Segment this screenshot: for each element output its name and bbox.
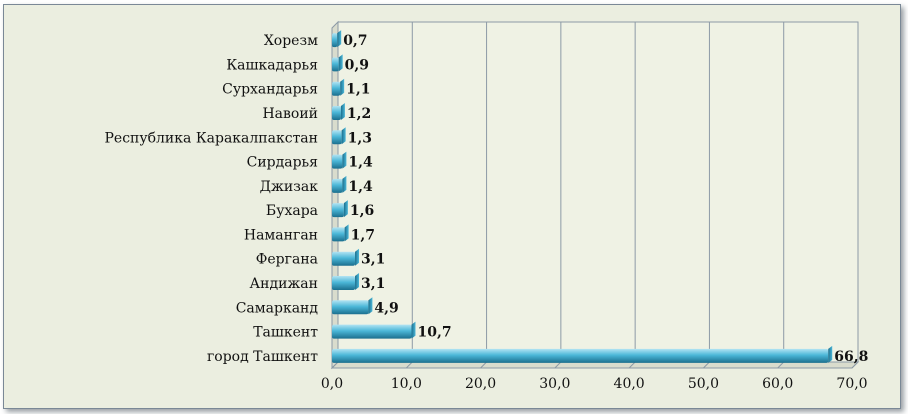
bar xyxy=(332,130,342,145)
bar-cap xyxy=(355,248,360,266)
bar-cap xyxy=(342,151,347,169)
value-label: 0,7 xyxy=(343,33,367,49)
gridline-floor xyxy=(851,361,859,369)
bar-cap xyxy=(368,297,373,315)
category-label: Навоий xyxy=(262,106,318,122)
value-label: 10,7 xyxy=(417,325,451,341)
bar-cap xyxy=(828,345,833,363)
x-tick-label: 30,0 xyxy=(539,376,570,392)
bar-cap xyxy=(340,103,345,120)
bar xyxy=(332,203,344,218)
bar xyxy=(332,227,345,242)
value-label: 66,8 xyxy=(834,349,868,365)
bar xyxy=(332,81,341,96)
bar xyxy=(332,276,356,290)
category-label: Ташкент xyxy=(253,325,318,341)
bar xyxy=(332,324,412,339)
category-label: Наманган xyxy=(244,227,318,243)
bar-cap xyxy=(343,200,348,218)
bar-cap xyxy=(342,175,347,193)
bar-cap xyxy=(341,127,346,145)
x-tick-label: 70,0 xyxy=(836,376,867,392)
gridline-floor xyxy=(777,361,785,369)
x-tick-label: 60,0 xyxy=(762,376,793,392)
category-label: Сирдарья xyxy=(247,155,319,171)
category-label: Хорезм xyxy=(264,33,318,49)
bar xyxy=(332,348,829,363)
plot-side-wall xyxy=(331,20,339,370)
value-label: 0,9 xyxy=(345,57,369,73)
x-tick-label: 40,0 xyxy=(614,376,645,392)
bar xyxy=(332,106,341,120)
plot-area xyxy=(337,21,859,363)
category-label: Джизак xyxy=(260,179,319,195)
gridline-floor xyxy=(331,361,339,369)
value-label: 4,9 xyxy=(374,300,398,316)
x-tick-label: 50,0 xyxy=(688,376,719,392)
value-label: 1,2 xyxy=(347,106,371,122)
value-label: 1,7 xyxy=(351,227,375,243)
gridline-floor xyxy=(628,361,636,369)
x-tick-label: 0,0 xyxy=(321,376,343,392)
bar xyxy=(332,178,343,193)
category-label: Фергана xyxy=(256,252,318,268)
category-label: Андижан xyxy=(250,276,318,292)
value-label: 1,6 xyxy=(350,203,374,219)
bar-cap xyxy=(344,224,349,242)
x-tick-label: 10,0 xyxy=(391,376,422,392)
value-label: 1,1 xyxy=(346,82,370,98)
bar xyxy=(332,300,369,315)
bar-cap xyxy=(338,54,343,72)
category-label: Самарканд xyxy=(236,300,319,316)
gridline-floor xyxy=(480,361,487,369)
value-label: 1,4 xyxy=(348,155,373,171)
category-label: Кашкадарья xyxy=(226,57,318,73)
bar xyxy=(332,57,339,72)
bar-cap xyxy=(337,30,342,48)
value-label: 1,3 xyxy=(348,130,372,146)
category-label: Сурхандарья xyxy=(222,82,318,98)
bar xyxy=(332,33,338,48)
x-tick-label: 20,0 xyxy=(465,376,496,392)
bar xyxy=(332,154,343,169)
bar-cap xyxy=(411,321,416,339)
gridline-floor xyxy=(554,361,562,369)
gridline-floor xyxy=(703,361,710,369)
value-label: 3,1 xyxy=(361,252,385,268)
gridline-floor xyxy=(405,361,413,369)
category-label: Республика Каракалпакстан xyxy=(105,130,319,146)
bar-cap xyxy=(340,78,345,96)
bar-cap xyxy=(355,273,360,290)
value-label: 3,1 xyxy=(361,276,385,292)
value-label: 1,4 xyxy=(348,179,373,195)
bar xyxy=(332,251,356,266)
category-label: город Ташкент xyxy=(207,349,318,365)
category-label: Бухара xyxy=(266,203,318,219)
